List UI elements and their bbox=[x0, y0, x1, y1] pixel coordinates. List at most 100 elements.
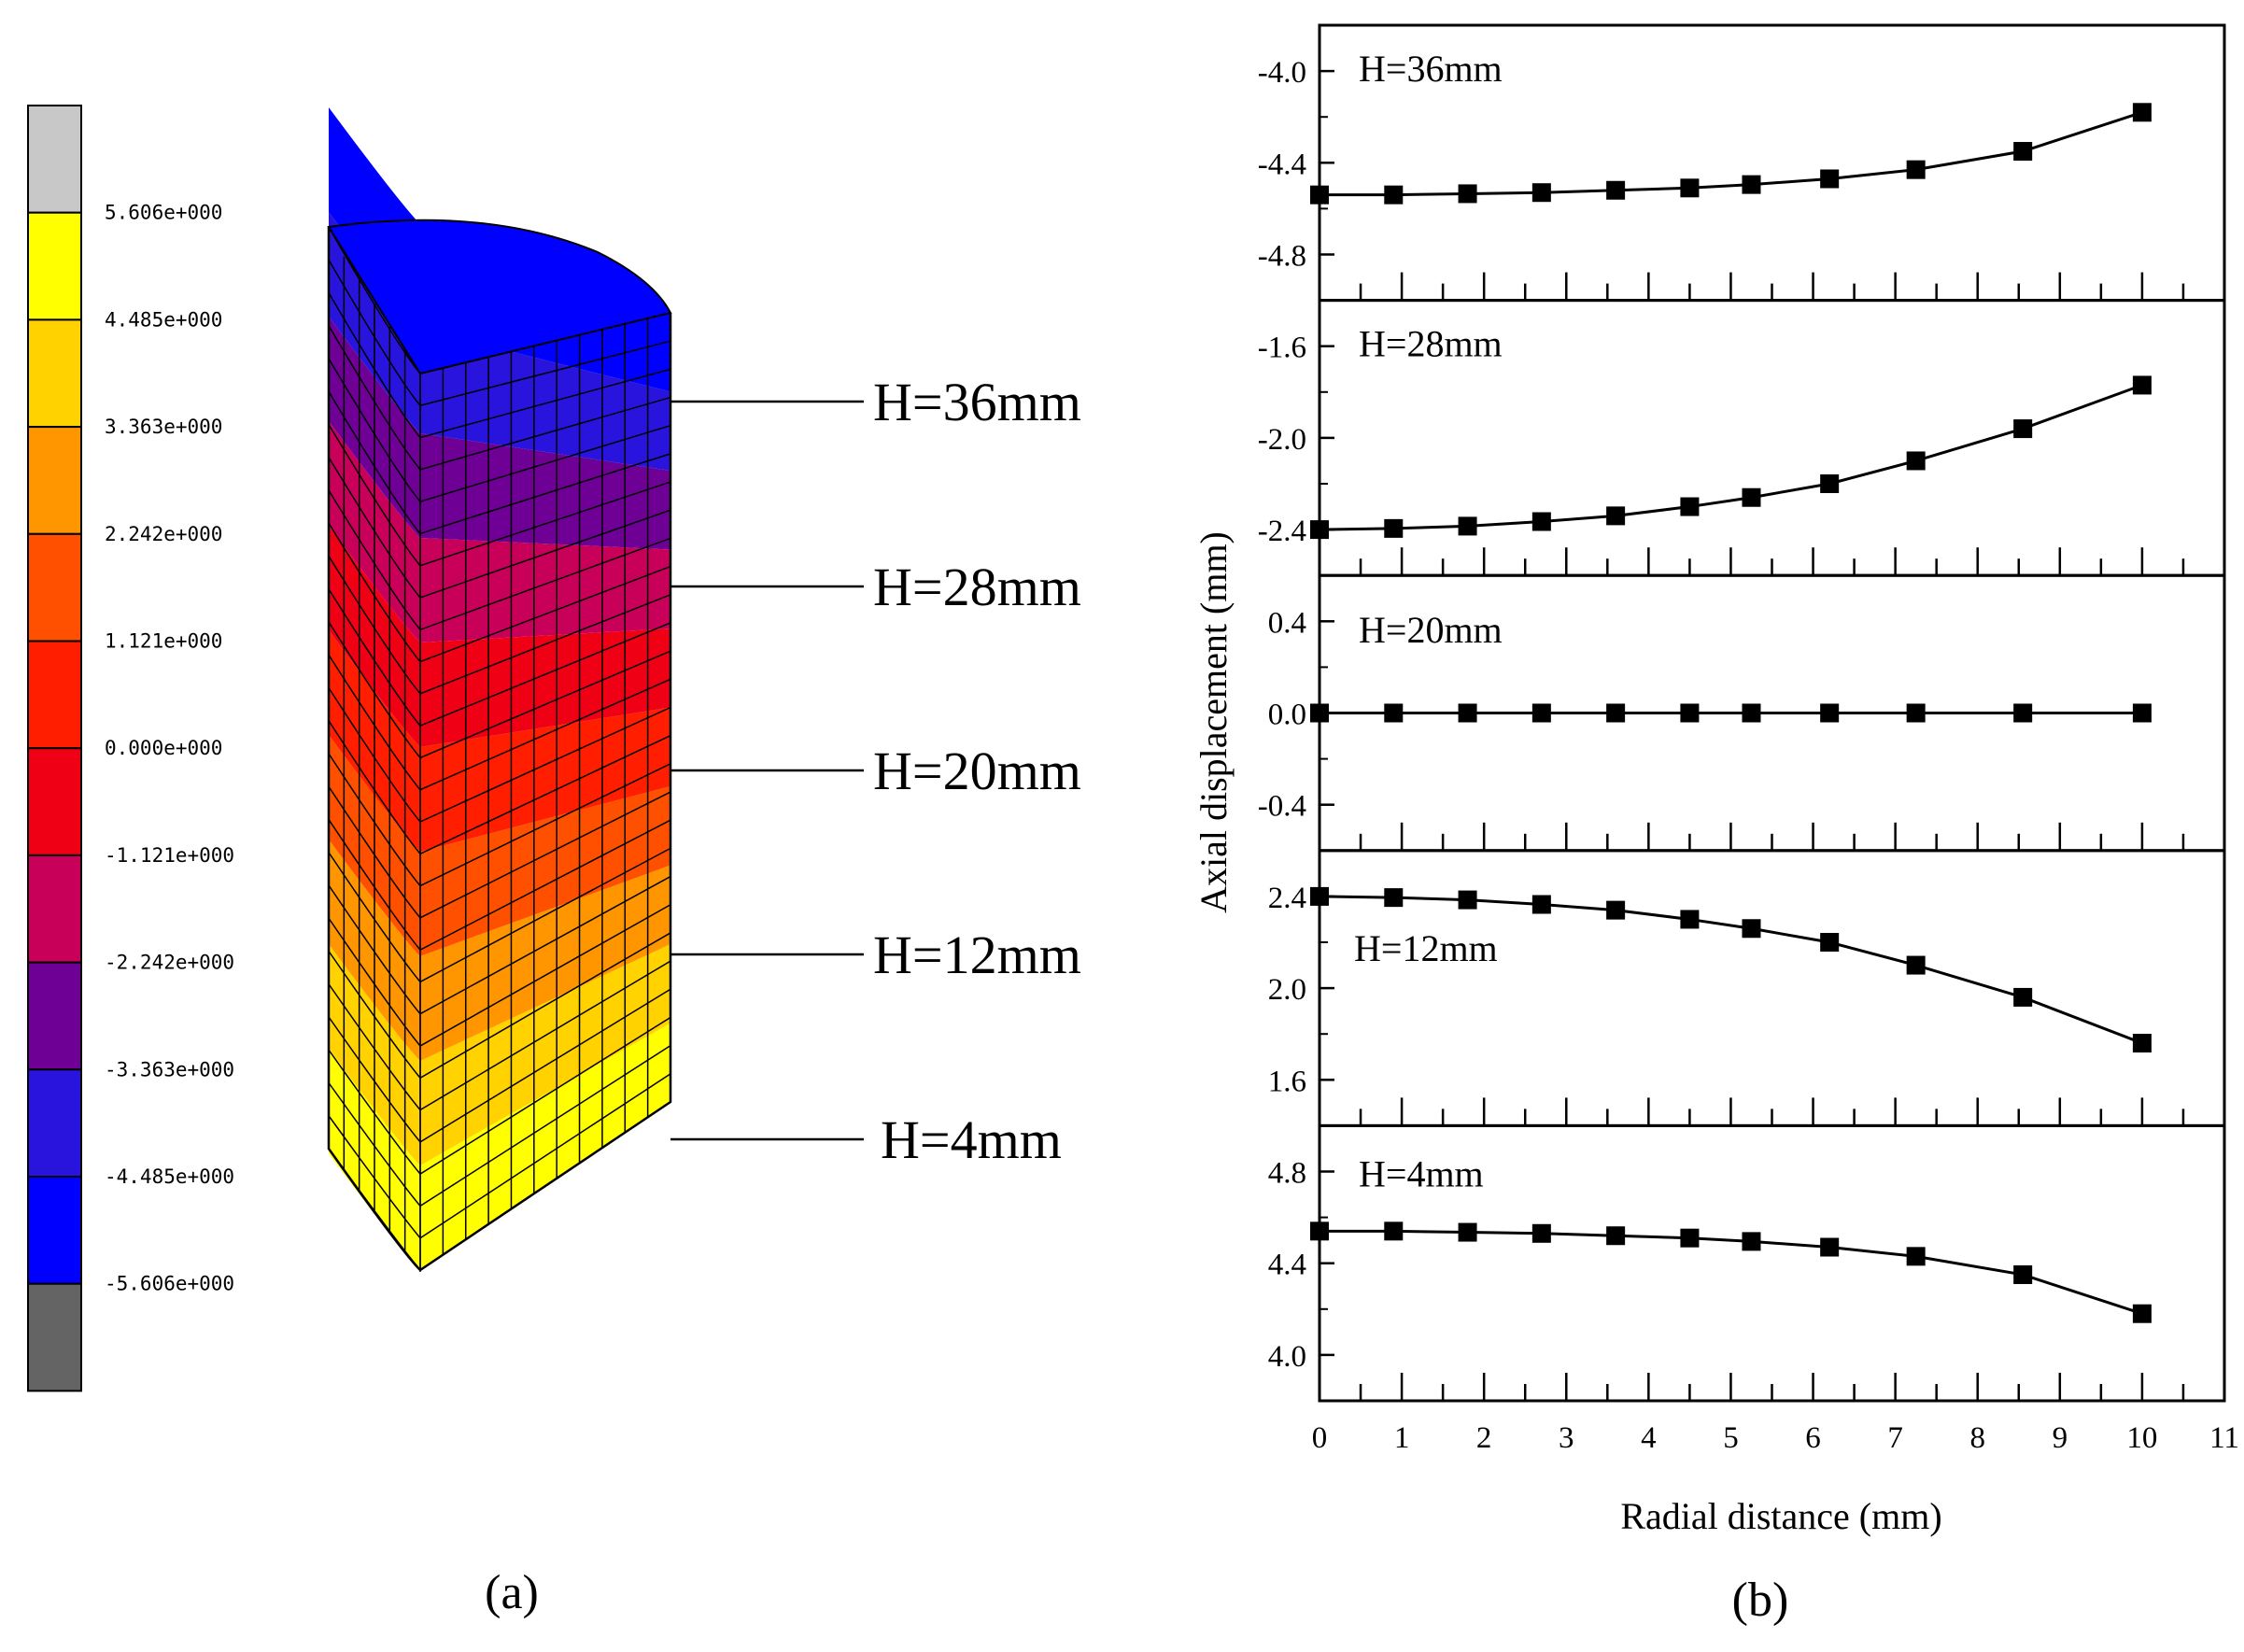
callout-label: H=28mm bbox=[873, 557, 1081, 617]
data-point bbox=[1458, 1222, 1477, 1242]
y-tick-label: -4.0 bbox=[1258, 56, 1306, 90]
data-point bbox=[1742, 175, 1761, 194]
data-point bbox=[1906, 955, 1926, 975]
x-tick-label: 2 bbox=[1476, 1421, 1492, 1455]
cylinder-band bbox=[329, 735, 670, 956]
mesh-line bbox=[328, 1073, 671, 1239]
data-point bbox=[1906, 160, 1926, 179]
data-point bbox=[1680, 497, 1700, 516]
colorbar-swatch bbox=[27, 1282, 82, 1392]
data-point bbox=[1606, 703, 1626, 723]
x-tick-label: 0 bbox=[1312, 1421, 1328, 1455]
data-point bbox=[2132, 103, 2152, 122]
caption-a: (a) bbox=[485, 1566, 539, 1619]
data-point bbox=[1384, 888, 1404, 908]
mesh-line bbox=[328, 1016, 671, 1176]
cylinder-band bbox=[329, 526, 670, 747]
panel: -1.6 -2.0 -2.4 H=28mm bbox=[1258, 299, 2226, 577]
x-tick-label: 8 bbox=[1969, 1421, 1985, 1455]
y-tick-label: 2.0 bbox=[1268, 973, 1306, 1007]
caption-b: (b) bbox=[1732, 1574, 1789, 1627]
mesh-line bbox=[328, 457, 671, 599]
panel: -4.0 -4.4 -4.8 H=36mm bbox=[1258, 23, 2226, 303]
cylinder-model: H=36mm H=28mm H=20mm H=12mm H=4mm bbox=[327, 107, 1081, 1272]
data-point bbox=[1906, 703, 1926, 723]
x-tick-label: 11 bbox=[2209, 1421, 2239, 1455]
mesh-line bbox=[328, 556, 671, 695]
colorbar-label: 5.606e+000 bbox=[105, 202, 222, 224]
colorbar-label: 0.000e+000 bbox=[105, 737, 222, 759]
data-point bbox=[1906, 451, 1926, 471]
data-point bbox=[1531, 183, 1551, 203]
data-point bbox=[2132, 703, 2152, 723]
cylinder-top-cap bbox=[327, 219, 672, 375]
y-tick-label: 4.0 bbox=[1268, 1340, 1306, 1374]
callout-label: H=4mm bbox=[881, 1109, 1062, 1170]
colorbar-swatch bbox=[27, 961, 82, 1071]
mesh-line bbox=[328, 522, 671, 663]
data-point bbox=[1384, 185, 1404, 205]
y-tick-label: -1.6 bbox=[1258, 332, 1306, 365]
cylinder-band bbox=[329, 317, 670, 550]
x-tick-label: 7 bbox=[1887, 1421, 1903, 1455]
callout-label: H=36mm bbox=[873, 372, 1081, 432]
data-point bbox=[1531, 1223, 1551, 1243]
mesh-line bbox=[328, 847, 671, 983]
cylinder-band bbox=[329, 421, 670, 642]
cylinder-band bbox=[329, 212, 670, 471]
y-tick-label: -4.4 bbox=[1258, 148, 1306, 181]
data-point bbox=[1606, 506, 1626, 526]
data-point bbox=[2132, 1034, 2152, 1053]
data-point bbox=[1820, 933, 1840, 952]
colorbar-swatch bbox=[27, 854, 82, 964]
mesh-line bbox=[328, 875, 671, 1015]
y-tick-label: -2.0 bbox=[1258, 423, 1306, 457]
panel-annotation: H=28mm bbox=[1359, 323, 1503, 365]
data-point bbox=[1458, 184, 1477, 204]
data-point bbox=[1531, 703, 1551, 723]
x-tick-label: 9 bbox=[2053, 1421, 2068, 1455]
mesh-line bbox=[328, 654, 671, 791]
y-tick-label: -4.8 bbox=[1258, 240, 1306, 274]
colorbar-label: -2.242e+000 bbox=[105, 952, 234, 974]
colorbar-label: 4.485e+000 bbox=[105, 308, 222, 331]
mesh-line bbox=[328, 259, 671, 407]
colorbar-label: 3.363e+000 bbox=[105, 416, 222, 438]
cylinder-band bbox=[329, 1023, 670, 1270]
colorbar-label: 1.121e+000 bbox=[105, 630, 222, 653]
colorbar-label: -1.121e+000 bbox=[105, 844, 234, 867]
x-axis-title: Radial distance (mm) bbox=[1620, 1495, 1941, 1537]
mesh-line bbox=[328, 819, 671, 952]
data-point bbox=[1820, 474, 1840, 493]
panel-annotation: H=4mm bbox=[1359, 1152, 1484, 1194]
panel-annotation: H=36mm bbox=[1359, 48, 1503, 90]
mesh-line bbox=[328, 292, 671, 439]
callout-label: H=20mm bbox=[873, 741, 1081, 801]
colorbar-swatch bbox=[27, 318, 82, 429]
colorbar-label: -4.485e+000 bbox=[105, 1165, 234, 1188]
mesh-line bbox=[328, 621, 671, 759]
data-point bbox=[1310, 703, 1329, 723]
x-tick-label: 3 bbox=[1559, 1421, 1574, 1455]
colorbar-swatch bbox=[27, 532, 82, 642]
colorbar-label: -3.363e+000 bbox=[105, 1058, 234, 1080]
line-chart: -4.0-4.4-4.8H=36mm-1.6-2.0-2.4H=28mm0.40… bbox=[1193, 23, 2239, 1537]
cylinder-band bbox=[329, 944, 670, 1165]
data-point bbox=[2013, 142, 2033, 162]
panel-annotation: H=12mm bbox=[1354, 927, 1498, 969]
cylinder-band bbox=[329, 630, 670, 852]
y-tick-label: 1.6 bbox=[1268, 1065, 1306, 1098]
data-point bbox=[1531, 512, 1551, 531]
panel-annotation: H=20mm bbox=[1359, 609, 1503, 651]
data-point bbox=[1680, 703, 1700, 723]
x-tick-label: 4 bbox=[1641, 1421, 1657, 1455]
colorbar-swatch bbox=[27, 105, 82, 214]
data-point bbox=[2013, 987, 2033, 1007]
mesh-line bbox=[328, 226, 671, 374]
data-point bbox=[1680, 910, 1700, 929]
y-tick-label: -0.4 bbox=[1258, 790, 1306, 824]
x-tick-label: 5 bbox=[1723, 1421, 1739, 1455]
mesh-line bbox=[328, 1045, 671, 1207]
y-tick-label: 4.4 bbox=[1268, 1249, 1306, 1282]
mesh-line bbox=[328, 424, 671, 567]
